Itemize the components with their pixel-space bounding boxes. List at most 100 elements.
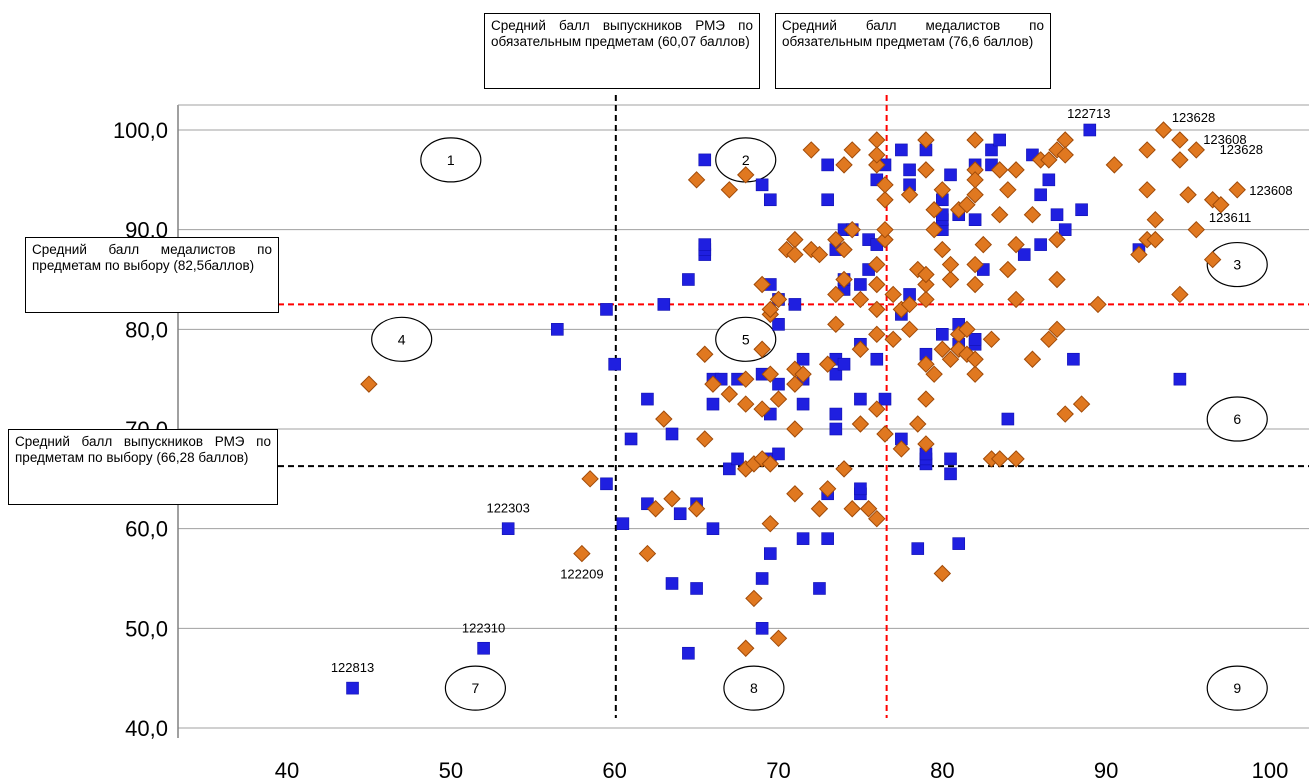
diamond-point — [581, 470, 599, 488]
x-tick-label: 90 — [1094, 758, 1118, 783]
diamond-point — [835, 240, 853, 259]
diamond-point — [769, 290, 788, 309]
square-point — [788, 298, 802, 311]
square-point — [616, 517, 630, 530]
diamond-point — [835, 270, 853, 289]
axes — [177, 104, 1309, 738]
square-point — [755, 622, 769, 635]
diamond-point — [900, 295, 919, 314]
diamond-point — [917, 161, 935, 179]
diamond-point — [802, 141, 820, 159]
diamond-point — [900, 186, 919, 204]
square-point — [1075, 203, 1088, 217]
diamond-point — [868, 509, 886, 528]
square-point — [755, 572, 769, 585]
diamond-point — [941, 350, 960, 368]
zone-circle — [1206, 241, 1268, 288]
diamond-point — [966, 350, 984, 368]
point-id-label: 123628 — [1220, 142, 1263, 157]
diamond-point — [933, 564, 952, 583]
square-point — [346, 681, 359, 695]
diamond-point — [1154, 121, 1173, 139]
diamond-point — [696, 345, 714, 363]
square-point — [936, 328, 949, 341]
diamond-point — [974, 235, 992, 254]
diamond-point — [966, 131, 984, 149]
square-point — [755, 178, 769, 192]
diamond-point — [818, 480, 837, 498]
square-point — [665, 427, 679, 441]
diamond-point — [933, 240, 952, 259]
square-point — [665, 577, 679, 590]
diamond-point — [925, 365, 943, 383]
diamond-point — [933, 181, 952, 199]
diamond-point — [753, 340, 771, 358]
grid-lines — [178, 129, 1309, 729]
square-point — [673, 507, 687, 521]
square-point — [1083, 123, 1097, 137]
diamond-point — [868, 156, 886, 174]
diamond-point — [737, 370, 755, 388]
square-point — [821, 158, 834, 172]
diamond-point — [769, 629, 788, 648]
diamond-point — [1048, 270, 1066, 289]
diamond-point — [1138, 141, 1156, 159]
diamond-point — [1056, 146, 1074, 164]
square-point — [837, 357, 851, 371]
ref-label-graduates-elective: Средний балл выпускников РМЭ по предмета… — [8, 429, 278, 505]
diamond-point — [966, 186, 984, 204]
square-point — [854, 392, 867, 406]
square-point — [1067, 352, 1080, 366]
x-tick-label: 70 — [766, 758, 790, 783]
diamond-point — [933, 340, 952, 358]
point-id-label: 122813 — [331, 660, 374, 675]
diamond-point — [646, 500, 665, 518]
square-point — [944, 452, 957, 466]
square-point — [657, 298, 671, 311]
diamond-point — [761, 455, 780, 473]
diamond-point — [687, 171, 706, 189]
x-tick-label: 50 — [439, 758, 463, 783]
diamond-point — [1228, 181, 1246, 199]
diamond-point — [827, 285, 845, 304]
diamond-point — [1105, 156, 1124, 174]
diamond-point — [1203, 250, 1222, 269]
diamond-point — [966, 171, 984, 189]
square-point — [764, 193, 777, 207]
data-points — [346, 121, 1246, 695]
zone-label: 4 — [398, 331, 406, 347]
diamond-point — [1146, 210, 1165, 229]
square-point — [968, 213, 982, 226]
diamond-point — [687, 500, 706, 518]
x-tick-label: 40 — [275, 758, 299, 783]
square-point — [944, 168, 957, 182]
diamond-point — [876, 176, 894, 194]
square-point — [854, 482, 867, 496]
diamond-point — [737, 639, 755, 657]
diamond-point — [655, 410, 673, 428]
square-point — [600, 303, 613, 316]
square-point — [968, 332, 982, 346]
diamond-point — [753, 275, 771, 294]
zone-circle — [1206, 396, 1268, 442]
zone-label: 8 — [750, 680, 758, 696]
diamond-point — [966, 255, 984, 274]
diamond-point — [1089, 295, 1107, 314]
diamond-point — [892, 440, 911, 458]
zone-label: 9 — [1233, 680, 1241, 696]
square-point — [796, 397, 810, 411]
square-point — [641, 392, 654, 406]
zone-markers: 1 2 3 4 5 6 7 8 9 — [371, 137, 1268, 711]
diamond-point — [810, 245, 829, 264]
zone-label: 5 — [742, 331, 750, 347]
zone-circle — [1206, 665, 1268, 711]
diamond-point — [818, 355, 837, 373]
diamond-point — [917, 355, 935, 373]
diamond-point — [868, 325, 886, 344]
square-point — [690, 582, 703, 595]
diamond-point — [786, 245, 804, 264]
diamond-point — [1040, 151, 1058, 169]
y-tick-label: 40,0 — [125, 716, 168, 741]
